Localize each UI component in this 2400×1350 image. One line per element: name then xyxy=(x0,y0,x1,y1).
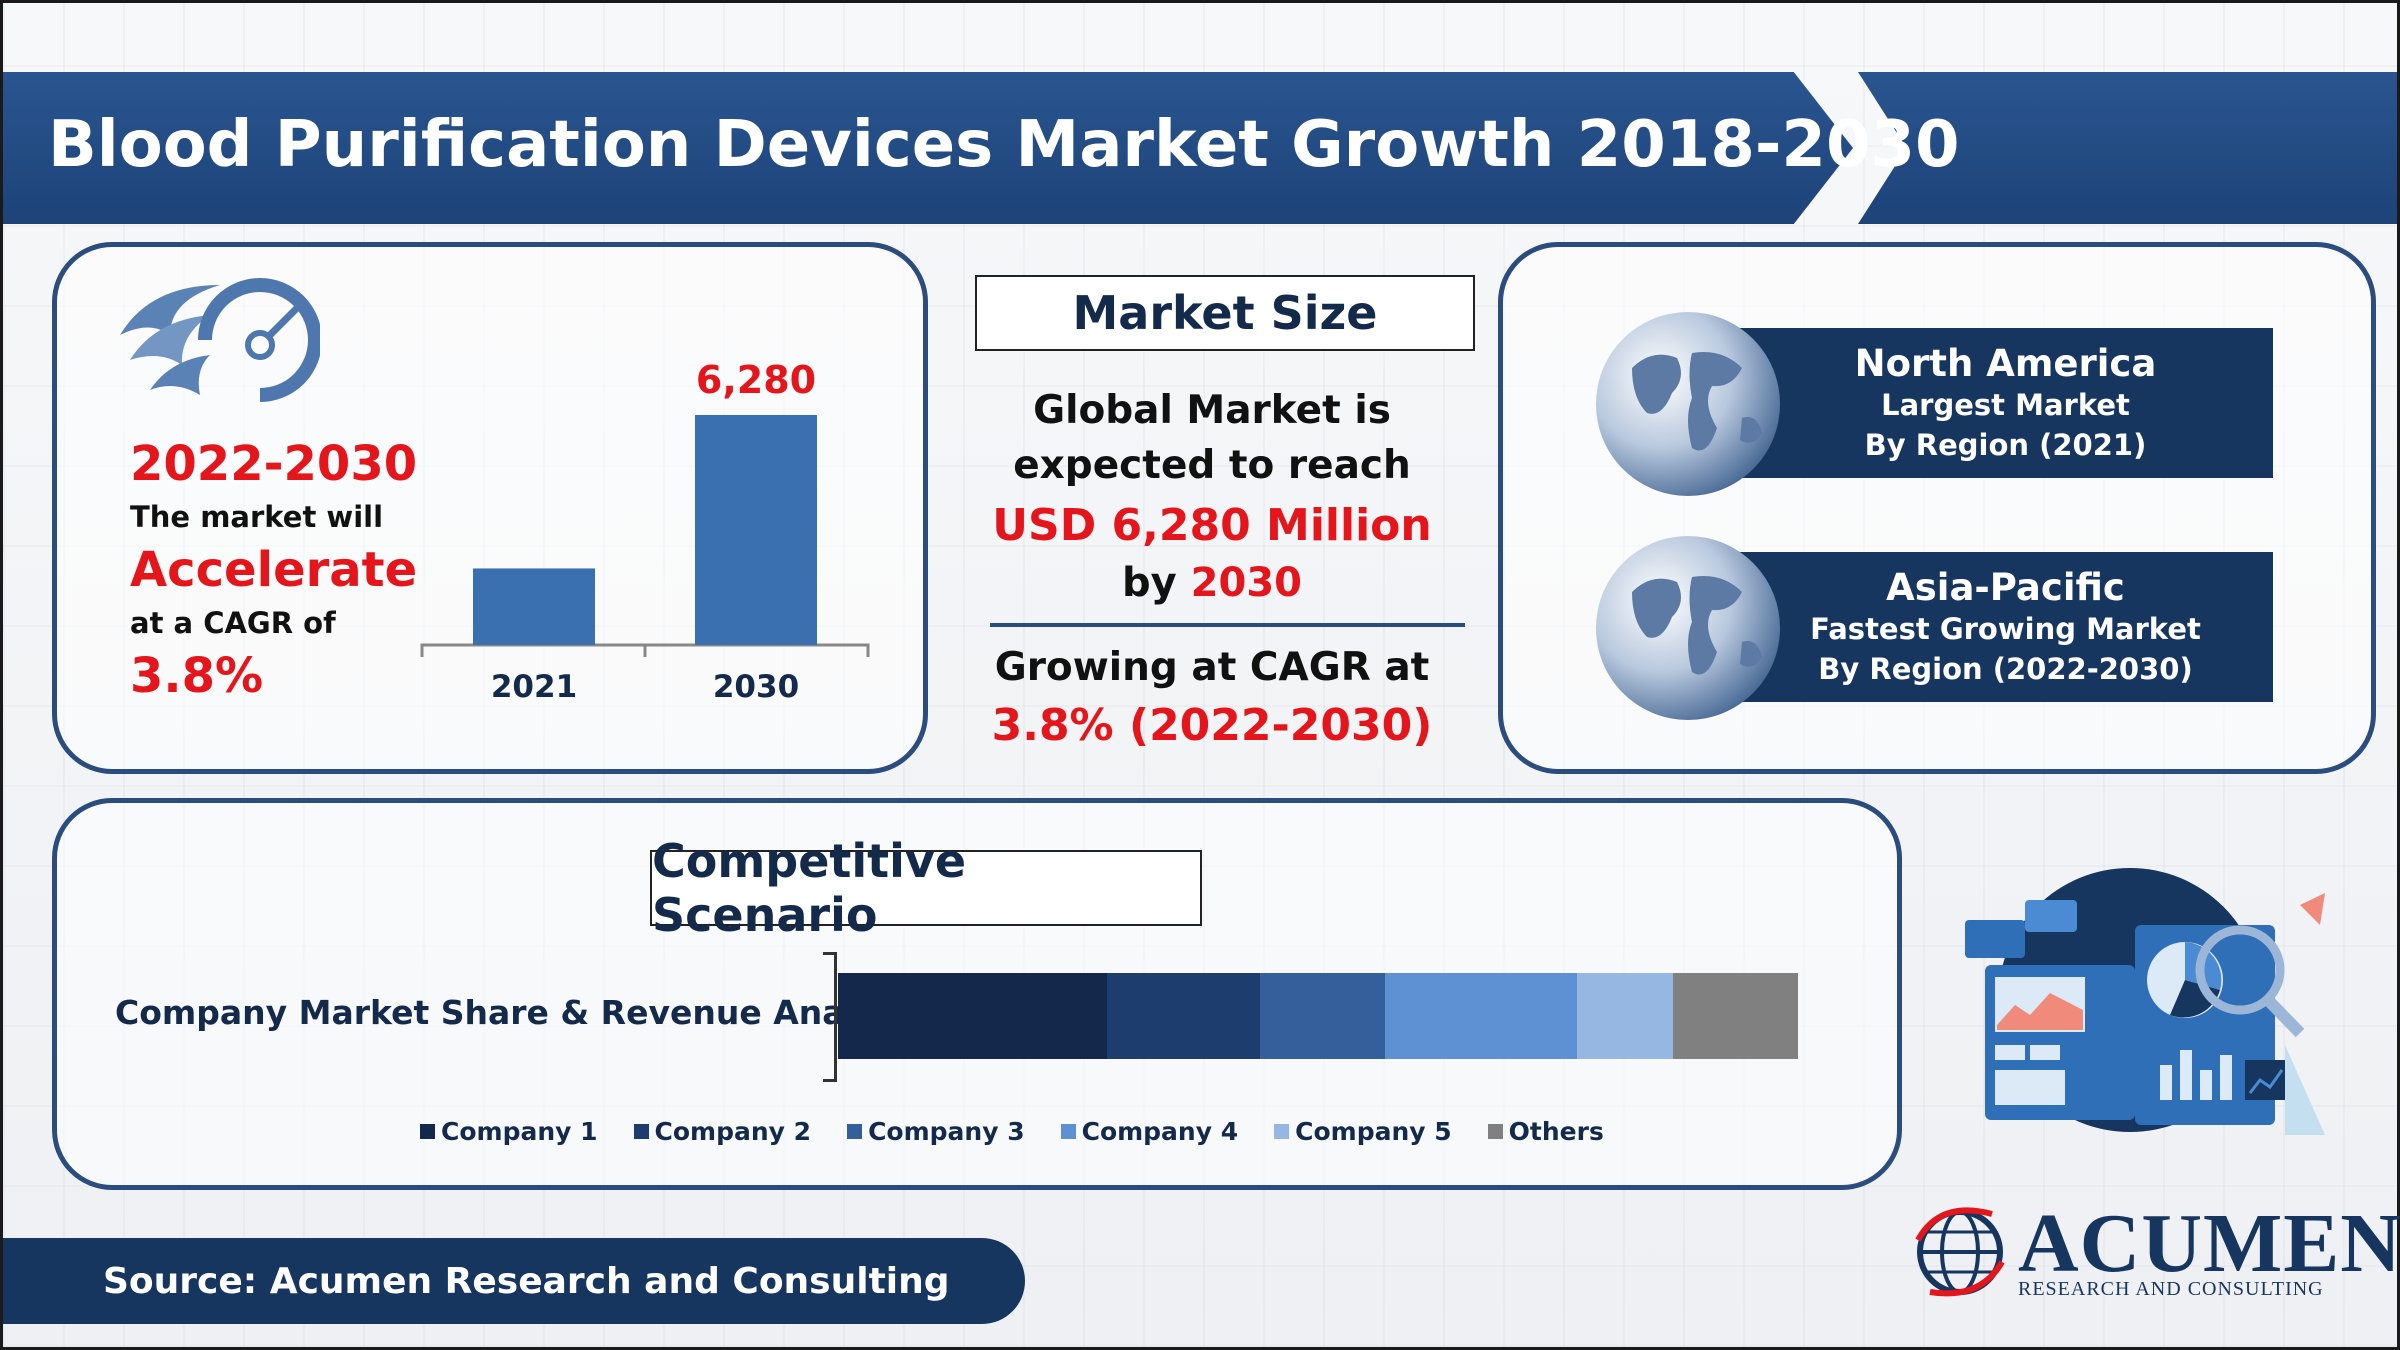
legend-item: Others xyxy=(1487,1117,1604,1146)
legend-swatch xyxy=(847,1124,863,1139)
speedometer-icon xyxy=(120,278,320,402)
accelerate-text: Accelerate xyxy=(130,542,418,598)
globe-icon xyxy=(1596,312,1780,496)
market-line-1: Global Market is xyxy=(1033,388,1391,433)
page-title: Blood Purification Devices Market Growth… xyxy=(48,108,1960,182)
data-label-2030: 6,280 xyxy=(696,358,816,402)
market-size-heading: Market Size xyxy=(975,275,1475,351)
source-label: Source: Acumen Research and Consulting xyxy=(3,1238,1025,1324)
region-title: Asia-Pacific xyxy=(1886,566,2125,609)
share-legend: Company 1 Company 2 Company 3 Company 4 Comp… xyxy=(420,1117,1604,1146)
region-period: By Region (2022-2030) xyxy=(1818,652,2193,686)
region-title: North America xyxy=(1854,342,2157,385)
share-segment-company-2 xyxy=(1106,973,1261,1059)
market-will-text: The market will xyxy=(130,500,384,534)
bar-2021 xyxy=(473,568,595,645)
market-separator xyxy=(990,623,1465,627)
legend-swatch xyxy=(420,1124,435,1139)
x-axis xyxy=(420,643,870,657)
legend-label: Company 3 xyxy=(868,1117,1025,1146)
cagr-line: Growing at CAGR at xyxy=(994,645,1430,690)
region-subtitle: Fastest Growing Market xyxy=(1810,612,2201,646)
market-share-bar xyxy=(838,973,1798,1059)
legend-item: Company 4 xyxy=(1060,1117,1239,1146)
legend-swatch xyxy=(1060,1124,1076,1139)
title-chevron-decoration xyxy=(1858,72,2397,224)
x-tick-label-2030: 2030 xyxy=(713,669,799,705)
market-line-2: expected to reach xyxy=(1013,443,1411,488)
target-year: 2030 xyxy=(1190,560,1302,606)
legend-swatch xyxy=(1274,1124,1290,1139)
region-subtitle: Largest Market xyxy=(1881,388,2130,422)
logo-name: ACUMEN xyxy=(2018,1197,2400,1290)
title-banner xyxy=(3,72,1853,224)
cagr-value: 3.8% xyxy=(130,648,264,704)
bar-2030 xyxy=(695,415,817,645)
bar-bracket xyxy=(823,952,837,1082)
legend-swatch xyxy=(1487,1124,1503,1139)
cagr-range-value: 3.8% (2022-2030) xyxy=(991,700,1433,751)
by-prefix: by xyxy=(1122,560,1191,606)
acumen-logo-icon xyxy=(1915,1207,2005,1297)
globe-icon xyxy=(1596,536,1780,720)
legend-item: Company 2 xyxy=(633,1117,812,1146)
period-label: 2022-2030 xyxy=(130,436,418,492)
legend-label: Company 5 xyxy=(1295,1117,1452,1146)
legend-label: Others xyxy=(1508,1117,1604,1146)
market-value: USD 6,280 Million xyxy=(992,500,1432,551)
legend-label: Company 4 xyxy=(1081,1117,1239,1146)
share-segment-company-4 xyxy=(1385,973,1578,1059)
market-by-year: by 2030 xyxy=(842,560,1582,606)
market-bar-chart: 2021 2030 6,280 xyxy=(420,358,870,705)
share-segment-company-1 xyxy=(838,973,1107,1059)
cagr-of-text: at a CAGR of xyxy=(130,606,336,640)
region-north-america: North America Largest Market By Region (… xyxy=(1738,328,2273,478)
competitive-heading: Competitive Scenario xyxy=(650,834,1202,942)
logo-tagline: RESEARCH AND CONSULTING xyxy=(2018,1278,2324,1300)
share-segment-others xyxy=(1673,973,1798,1059)
legend-item: Company 5 xyxy=(1274,1117,1452,1146)
legend-item: Company 3 xyxy=(847,1117,1025,1146)
analytics-illustration-icon xyxy=(1965,868,2325,1135)
share-segment-company-3 xyxy=(1260,973,1386,1059)
region-asia-pacific: Asia-Pacific Fastest Growing Market By R… xyxy=(1738,552,2273,702)
legend-label: Company 2 xyxy=(654,1117,812,1146)
legend-swatch xyxy=(633,1124,649,1139)
share-segment-company-5 xyxy=(1577,973,1674,1059)
legend-label: Company 1 xyxy=(441,1117,598,1146)
x-tick-label-2021: 2021 xyxy=(491,669,577,705)
share-analysis-label: Company Market Share & Revenue Analysis xyxy=(115,993,928,1032)
region-period: By Region (2021) xyxy=(1864,428,2147,462)
legend-item: Company 1 xyxy=(420,1117,598,1146)
